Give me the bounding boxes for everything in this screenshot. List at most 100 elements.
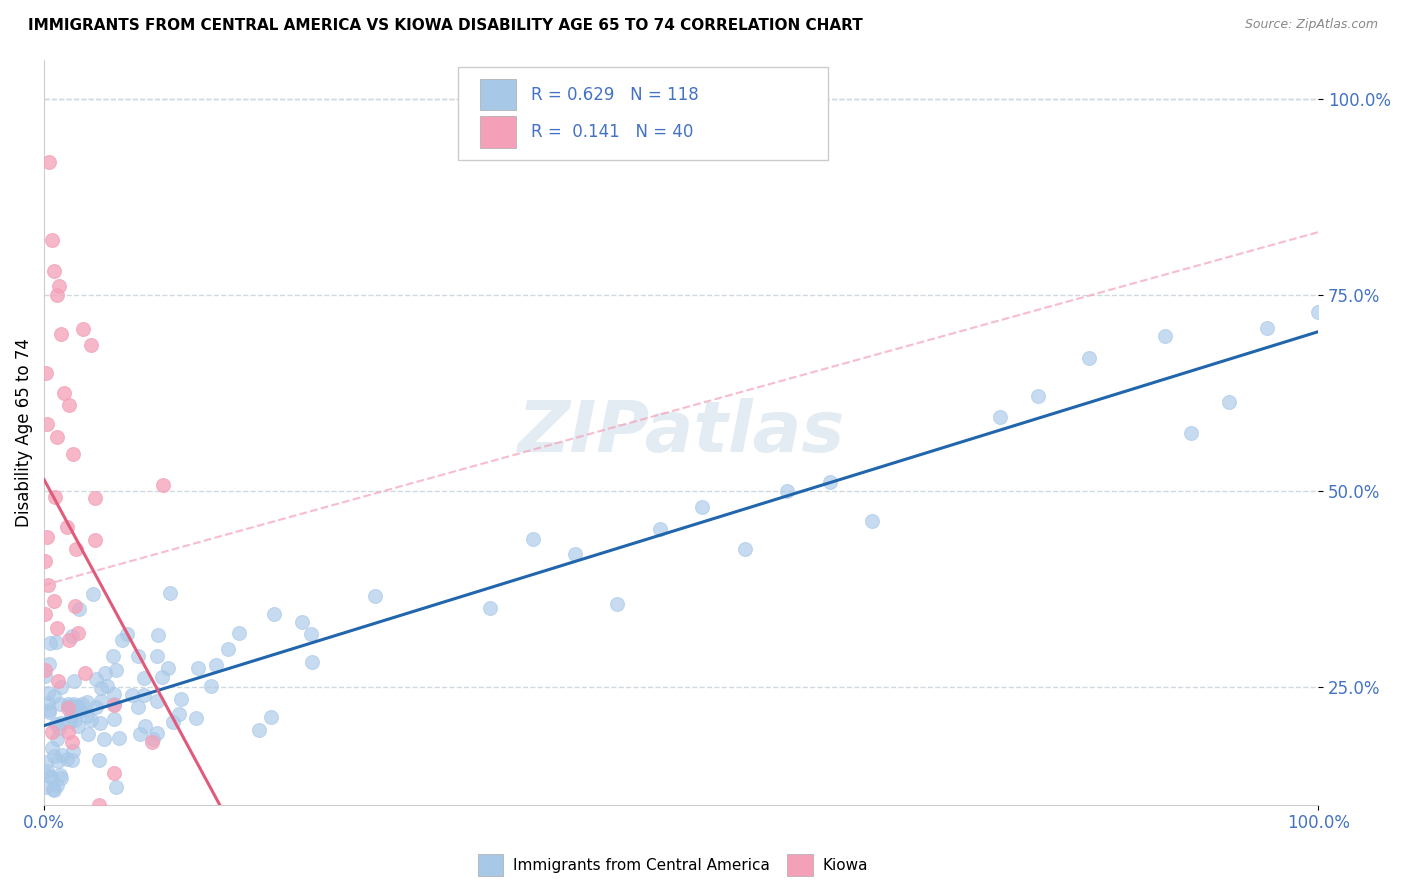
Point [49, 715, 72, 730]
Point [103, 712, 125, 726]
Point [45, 635, 67, 649]
Point [93, 665, 115, 680]
Point [479, 601, 502, 615]
Point [1154, 328, 1177, 343]
Point [734, 541, 756, 556]
Point [48, 279, 70, 293]
Point [988, 409, 1011, 424]
Point [132, 671, 155, 685]
Point [84, 673, 107, 687]
Text: Source: ZipAtlas.com: Source: ZipAtlas.com [1244, 18, 1378, 31]
Point [150, 670, 173, 684]
Point [56, 519, 79, 533]
Point [60, 735, 83, 749]
Point [37, 696, 59, 710]
Point [96, 679, 118, 693]
Point [83, 491, 105, 506]
Point [35, 780, 58, 794]
FancyBboxPatch shape [479, 116, 516, 147]
Point [90, 681, 112, 696]
Point [818, 475, 841, 489]
Point [1077, 351, 1099, 365]
Point [41, 233, 63, 247]
Point [1218, 395, 1240, 409]
Point [121, 688, 143, 702]
Point [34, 669, 56, 683]
Point [42, 783, 65, 797]
Point [49, 771, 72, 785]
Point [1308, 305, 1330, 319]
Point [134, 718, 156, 732]
Point [170, 692, 193, 706]
Point [184, 711, 207, 725]
Point [35, 755, 58, 769]
Point [1180, 425, 1202, 440]
Point [56, 701, 79, 715]
Point [89, 715, 111, 730]
Point [48, 767, 70, 781]
Point [111, 632, 134, 647]
Point [692, 500, 714, 514]
Point [156, 661, 179, 675]
Point [39, 769, 62, 783]
Point [35, 366, 58, 380]
Point [62, 447, 84, 461]
Point [104, 663, 127, 677]
Point [66, 698, 89, 713]
Point [62, 698, 84, 713]
Point [48, 722, 70, 736]
Point [127, 700, 149, 714]
Point [776, 483, 799, 498]
Point [146, 649, 169, 664]
Point [247, 723, 270, 737]
Point [90, 694, 112, 708]
Point [70, 697, 93, 711]
Point [76, 695, 98, 709]
Point [72, 321, 94, 335]
Point [83, 533, 105, 548]
Point [364, 589, 387, 603]
Point [127, 648, 149, 663]
Point [60, 629, 83, 643]
Point [146, 726, 169, 740]
Point [38, 705, 60, 719]
Point [58, 399, 80, 413]
Point [1026, 389, 1049, 403]
Point [39, 771, 62, 785]
Point [51, 748, 73, 763]
Point [299, 627, 322, 641]
Text: Kiowa: Kiowa [823, 858, 868, 872]
Point [76, 709, 98, 723]
Point [53, 385, 76, 400]
Point [34, 554, 56, 568]
Point [37, 417, 59, 431]
Y-axis label: Disability Age 65 to 74: Disability Age 65 to 74 [15, 338, 32, 526]
Point [37, 686, 59, 700]
Point [89, 797, 111, 812]
Point [115, 627, 138, 641]
Point [34, 607, 56, 622]
Point [101, 648, 124, 663]
Point [205, 658, 228, 673]
Point [35, 530, 58, 544]
Point [860, 514, 883, 528]
Point [159, 586, 181, 600]
Point [148, 628, 170, 642]
Point [41, 741, 63, 756]
Point [75, 666, 97, 681]
Point [34, 663, 56, 677]
Point [200, 679, 222, 693]
FancyBboxPatch shape [479, 79, 516, 111]
Point [291, 615, 314, 629]
Point [606, 597, 628, 611]
Point [146, 694, 169, 708]
Point [103, 687, 125, 701]
Point [162, 714, 184, 729]
Text: R = 0.629   N = 118: R = 0.629 N = 118 [531, 86, 699, 103]
Point [49, 327, 72, 342]
Point [35, 764, 58, 779]
Point [1256, 320, 1278, 334]
Point [38, 703, 60, 717]
Point [187, 661, 209, 675]
Point [152, 477, 174, 491]
